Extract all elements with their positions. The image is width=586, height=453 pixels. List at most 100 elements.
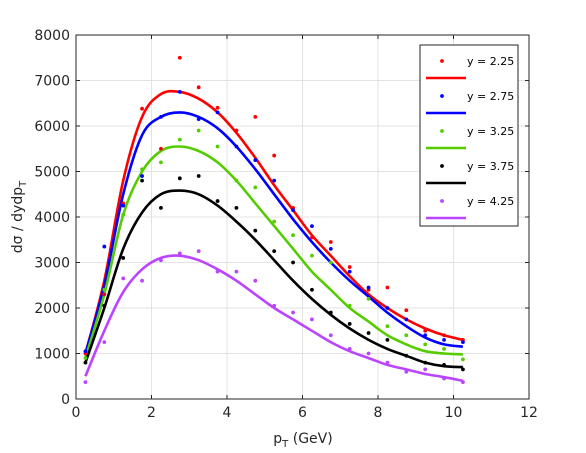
data-point bbox=[385, 324, 390, 329]
legend-label: y = 4.25 bbox=[467, 195, 514, 208]
data-point bbox=[385, 306, 390, 310]
data-point bbox=[196, 249, 201, 254]
data-point bbox=[140, 278, 144, 283]
data-point bbox=[83, 360, 88, 365]
data-point bbox=[102, 244, 107, 249]
data-point bbox=[272, 303, 277, 308]
data-point bbox=[347, 347, 352, 351]
legend-label: y = 3.25 bbox=[467, 125, 514, 138]
y-tick-label: 0 bbox=[61, 392, 70, 408]
data-point bbox=[423, 367, 428, 372]
data-point bbox=[404, 317, 409, 322]
data-point bbox=[328, 240, 333, 244]
data-point bbox=[159, 160, 163, 165]
x-tick-label: 12 bbox=[520, 405, 538, 421]
data-point bbox=[177, 137, 182, 142]
data-point bbox=[121, 203, 126, 208]
data-point bbox=[215, 269, 220, 274]
data-point bbox=[347, 322, 352, 326]
data-point bbox=[196, 117, 201, 122]
data-point bbox=[140, 167, 144, 172]
data-point bbox=[347, 265, 352, 269]
data-point bbox=[215, 105, 220, 110]
data-point bbox=[328, 260, 333, 265]
data-point bbox=[121, 276, 126, 281]
data-point bbox=[159, 258, 163, 263]
data-point bbox=[366, 297, 371, 301]
data-point bbox=[442, 337, 446, 342]
legend-marker bbox=[440, 164, 444, 168]
data-point bbox=[291, 310, 295, 315]
data-point bbox=[461, 357, 465, 362]
legend-label: y = 2.75 bbox=[467, 90, 514, 103]
data-point bbox=[404, 369, 409, 374]
data-point bbox=[159, 206, 163, 210]
data-point bbox=[442, 376, 446, 381]
y-tick-label: 8000 bbox=[34, 28, 70, 44]
data-point bbox=[461, 380, 465, 385]
data-point bbox=[366, 331, 371, 335]
legend-label: y = 2.25 bbox=[467, 55, 514, 68]
data-point bbox=[272, 178, 277, 183]
data-point bbox=[121, 212, 126, 217]
legend-marker bbox=[440, 94, 444, 98]
data-point bbox=[253, 158, 258, 163]
data-point bbox=[328, 246, 333, 251]
data-point bbox=[310, 224, 314, 229]
data-point bbox=[159, 115, 163, 119]
data-point bbox=[442, 347, 446, 351]
data-point bbox=[272, 219, 277, 224]
fit-curve-4 bbox=[84, 189, 463, 369]
data-point bbox=[234, 269, 239, 274]
data-point bbox=[310, 317, 314, 322]
y-tick-label: 1000 bbox=[34, 347, 70, 363]
plot-frame bbox=[75, 34, 530, 400]
data-point bbox=[253, 185, 258, 190]
data-point bbox=[461, 367, 465, 372]
data-point bbox=[423, 333, 428, 338]
data-point bbox=[442, 362, 446, 367]
data-point bbox=[102, 287, 107, 292]
data-point bbox=[253, 115, 258, 119]
data-point bbox=[102, 340, 107, 345]
fit-curves bbox=[84, 89, 464, 383]
legend-marker bbox=[440, 199, 444, 203]
data-point bbox=[423, 342, 428, 347]
data-point bbox=[140, 174, 144, 178]
data-point bbox=[177, 176, 182, 181]
data-point bbox=[253, 228, 258, 233]
data-point bbox=[196, 174, 201, 178]
legend-label: y = 3.75 bbox=[467, 160, 514, 173]
fit-curve-1 bbox=[84, 89, 464, 354]
data-point bbox=[310, 287, 314, 292]
data-point bbox=[253, 278, 258, 283]
data-point bbox=[177, 55, 182, 60]
y-tick-label: 6000 bbox=[34, 119, 70, 135]
x-tick-label: 8 bbox=[374, 405, 383, 421]
y-axis-label-text: dσ / dydpT bbox=[10, 180, 29, 253]
x-tick-label: 0 bbox=[72, 405, 81, 421]
data-point bbox=[159, 146, 163, 151]
data-point bbox=[83, 380, 88, 385]
legend-marker bbox=[440, 59, 444, 63]
y-tick-label: 5000 bbox=[34, 165, 70, 181]
data-point bbox=[366, 351, 371, 356]
data-point bbox=[423, 360, 428, 365]
data-point bbox=[215, 110, 220, 115]
data-point bbox=[196, 85, 201, 90]
data-point bbox=[291, 233, 295, 238]
y-tick-label: 4000 bbox=[34, 210, 70, 226]
x-tick-label: 4 bbox=[223, 405, 232, 421]
data-point bbox=[291, 208, 295, 213]
data-point bbox=[442, 333, 446, 338]
data-point bbox=[423, 328, 428, 333]
legend: y = 2.25 y = 2.75 y = 3.25 y = 3.75 y = 4.25 bbox=[419, 44, 519, 227]
fit-curve-2 bbox=[84, 111, 464, 354]
data-point bbox=[347, 269, 352, 274]
data-point bbox=[385, 285, 390, 290]
data-point bbox=[140, 178, 144, 183]
fit-curve-3 bbox=[84, 145, 463, 359]
x-tick-label: 2 bbox=[147, 405, 156, 421]
y-tick-label: 3000 bbox=[34, 256, 70, 272]
data-point bbox=[102, 292, 107, 297]
